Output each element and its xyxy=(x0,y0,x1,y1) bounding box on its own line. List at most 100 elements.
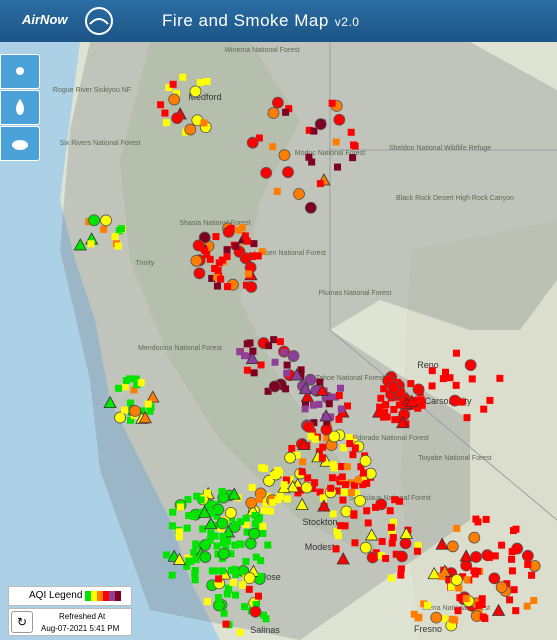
sensor-marker[interactable] xyxy=(245,585,253,593)
sensor-marker[interactable] xyxy=(315,400,323,408)
monitor-marker[interactable] xyxy=(213,599,225,612)
sensor-marker[interactable] xyxy=(259,522,267,530)
sensor-marker[interactable] xyxy=(498,541,506,549)
sensor-marker[interactable] xyxy=(132,375,140,383)
monitor-marker[interactable] xyxy=(333,113,346,126)
sensor-marker[interactable] xyxy=(259,611,267,619)
sensor-marker[interactable] xyxy=(236,348,244,356)
sensor-marker[interactable] xyxy=(242,514,250,522)
monitor-marker[interactable] xyxy=(495,581,508,594)
sensor-marker[interactable] xyxy=(201,246,209,254)
monitor-marker[interactable] xyxy=(243,572,256,585)
sensor-marker[interactable] xyxy=(212,233,220,241)
sensor-marker[interactable] xyxy=(115,384,123,392)
monitor-marker[interactable] xyxy=(114,411,126,424)
sensor-marker[interactable] xyxy=(238,581,246,589)
sensor-marker[interactable] xyxy=(127,399,135,407)
sensor-marker[interactable] xyxy=(126,375,134,383)
sensor-marker[interactable] xyxy=(372,503,380,511)
monitor-marker[interactable] xyxy=(260,166,273,179)
sensor-marker[interactable] xyxy=(241,232,249,240)
sensor-marker[interactable] xyxy=(262,615,270,623)
sensor-marker[interactable] xyxy=(264,387,272,395)
sensor-marker[interactable] xyxy=(336,384,344,392)
sensor-marker[interactable] xyxy=(242,520,250,528)
sensor-marker[interactable] xyxy=(251,520,259,528)
sensor-marker[interactable] xyxy=(392,393,400,401)
sensor-marker[interactable] xyxy=(301,400,309,408)
sensor-marker[interactable] xyxy=(258,248,266,256)
sensor-marker[interactable] xyxy=(391,416,399,424)
sensor-marker[interactable] xyxy=(386,507,394,515)
sensor-marker[interactable] xyxy=(276,492,284,500)
sensor-marker[interactable] xyxy=(254,592,262,600)
sensor-marker[interactable] xyxy=(512,525,520,533)
monitor-marker[interactable] xyxy=(470,551,482,563)
temporary-monitor[interactable] xyxy=(399,526,414,539)
sensor-marker[interactable] xyxy=(307,432,315,440)
sensor-marker[interactable] xyxy=(414,396,422,404)
sensor-marker[interactable] xyxy=(258,464,266,472)
sensor-marker[interactable] xyxy=(264,541,272,549)
monitor-marker[interactable] xyxy=(190,254,203,267)
sensor-marker[interactable] xyxy=(395,401,403,409)
sensor-marker[interactable] xyxy=(111,232,119,240)
sensor-marker[interactable] xyxy=(179,73,187,81)
sensor-marker[interactable] xyxy=(282,476,290,484)
sensor-marker[interactable] xyxy=(218,488,226,496)
temporary-monitor[interactable] xyxy=(319,409,333,422)
sensor-marker[interactable] xyxy=(345,433,353,441)
sensor-marker[interactable] xyxy=(203,598,211,606)
sensor-marker[interactable] xyxy=(196,79,204,87)
sensor-marker[interactable] xyxy=(439,375,447,383)
sensor-marker[interactable] xyxy=(244,270,252,278)
sensor-marker[interactable] xyxy=(185,557,193,565)
sensor-marker[interactable] xyxy=(397,571,405,579)
sensor-marker[interactable] xyxy=(190,548,198,556)
sensor-marker[interactable] xyxy=(462,595,470,603)
sensor-marker[interactable] xyxy=(231,541,239,549)
sensor-marker[interactable] xyxy=(350,141,358,149)
sensor-marker[interactable] xyxy=(243,237,251,245)
monitor-marker[interactable] xyxy=(399,537,412,550)
sensor-marker[interactable] xyxy=(319,494,327,502)
sensor-marker[interactable] xyxy=(183,562,191,570)
sensor-marker[interactable] xyxy=(388,539,396,547)
sensor-marker[interactable] xyxy=(311,435,319,443)
sensor-marker[interactable] xyxy=(130,386,138,394)
sensor-marker[interactable] xyxy=(512,607,520,615)
sensor-marker[interactable] xyxy=(175,533,183,541)
sensor-marker[interactable] xyxy=(203,489,211,497)
sensor-marker[interactable] xyxy=(508,555,516,563)
temporary-monitor[interactable] xyxy=(290,368,304,381)
monitor-marker[interactable] xyxy=(129,405,141,417)
sensor-marker[interactable] xyxy=(503,580,511,588)
sensor-marker[interactable] xyxy=(380,385,388,393)
sensor-marker[interactable] xyxy=(248,483,256,491)
temporary-monitor[interactable] xyxy=(197,505,212,518)
sensor-marker[interactable] xyxy=(379,413,387,421)
monitor-marker[interactable] xyxy=(278,149,291,161)
sensor-marker[interactable] xyxy=(475,601,483,609)
monitor-marker[interactable] xyxy=(354,494,366,507)
monitor-marker[interactable] xyxy=(267,107,280,119)
sensor-marker[interactable] xyxy=(298,468,306,476)
sensor-marker[interactable] xyxy=(309,484,317,492)
sensor-marker[interactable] xyxy=(456,594,464,602)
smoke-button[interactable] xyxy=(0,126,40,161)
sensor-marker[interactable] xyxy=(319,443,327,451)
monitor-marker[interactable] xyxy=(328,430,341,443)
sensor-marker[interactable] xyxy=(480,405,488,413)
temporary-monitor[interactable] xyxy=(146,390,160,403)
sensor-marker[interactable] xyxy=(227,567,235,575)
sensor-marker[interactable] xyxy=(328,474,336,482)
sensor-marker[interactable] xyxy=(175,528,183,536)
temporary-monitor[interactable] xyxy=(298,381,313,395)
sensor-marker[interactable] xyxy=(350,481,358,489)
sensor-marker[interactable] xyxy=(301,405,309,413)
sensor-marker[interactable] xyxy=(399,411,407,419)
monitor-marker[interactable] xyxy=(212,503,225,516)
sensor-marker[interactable] xyxy=(168,571,176,579)
sensor-marker[interactable] xyxy=(238,223,246,231)
sensor-marker[interactable] xyxy=(213,542,221,550)
